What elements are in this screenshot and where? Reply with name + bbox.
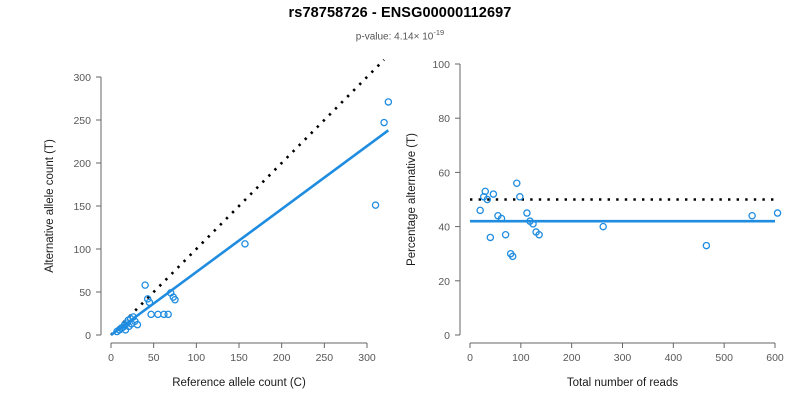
page-title: rs78758726 - ENSG00000112697 xyxy=(288,5,512,21)
x-tick-label-left-0: 0 xyxy=(108,352,114,364)
fit-line-left xyxy=(110,129,390,337)
x-tick-label-left-1: 50 xyxy=(148,352,160,364)
y-tick-label-left-3: 150 xyxy=(73,201,91,213)
data-point xyxy=(513,179,521,187)
x-tick-label-left-2: 100 xyxy=(188,352,206,364)
x-tick-label-right-4: 400 xyxy=(665,352,683,364)
data-points-left xyxy=(113,98,393,336)
x-tick-label-right-6: 600 xyxy=(766,352,784,364)
data-point xyxy=(160,310,168,319)
pvalue-exponent: -19 xyxy=(433,28,445,37)
x-tick-label-right-2: 200 xyxy=(563,352,581,364)
data-point xyxy=(702,241,711,250)
y-tick-label-right-0: 0 xyxy=(444,330,450,342)
x-tick-label-right-3: 300 xyxy=(614,352,632,364)
data-point xyxy=(371,201,380,209)
data-points-right xyxy=(476,179,782,261)
data-point xyxy=(129,313,137,321)
data-point xyxy=(384,98,393,106)
x-tick-label-right-0: 0 xyxy=(467,352,473,364)
data-point xyxy=(147,310,155,319)
reference-line-left xyxy=(110,58,385,336)
x-tick-label-right-5: 500 xyxy=(715,352,733,364)
data-point xyxy=(476,206,484,215)
y-tick-label-left-5: 250 xyxy=(73,115,91,127)
x-tick-label-left-5: 250 xyxy=(316,352,334,364)
x-tick-label-left-6: 300 xyxy=(358,352,376,364)
data-point xyxy=(516,193,524,201)
data-point xyxy=(141,281,149,289)
data-point xyxy=(523,209,531,217)
panel-right: 0 100 200 300 400 500 600 0 20 40 60 80 100 Total num… xyxy=(406,59,784,389)
x-axis-label-right: Total number of reads xyxy=(567,377,678,389)
data-point xyxy=(171,295,179,304)
data-point xyxy=(529,220,537,228)
pvalue-text: p-value: 4.14× 10 xyxy=(355,31,434,43)
data-point xyxy=(241,240,249,248)
y-tick-label-left-0: 0 xyxy=(85,330,91,342)
y-tick-label-left-4: 200 xyxy=(73,158,91,170)
data-point xyxy=(145,298,154,307)
y-tick-label-right-2: 40 xyxy=(438,222,450,234)
x-axis-label-left: Reference allele count (C) xyxy=(172,377,306,389)
y-tick-label-left-6: 300 xyxy=(73,72,91,84)
y-tick-label-left-1: 50 xyxy=(79,287,91,299)
y-tick-label-right-5: 100 xyxy=(432,59,450,71)
y-tick-label-right-4: 80 xyxy=(438,113,450,125)
data-point xyxy=(497,214,506,223)
x-tick-label-right-1: 100 xyxy=(512,352,530,364)
data-point xyxy=(481,187,489,196)
panel-left: 0 50 100 150 200 250 300 0 50 100 150 200 250 300 Refe… xyxy=(44,58,393,389)
data-point xyxy=(380,118,388,127)
x-tick-label-left-3: 150 xyxy=(230,352,248,364)
data-point xyxy=(501,230,510,239)
data-point xyxy=(508,252,517,261)
y-tick-label-right-3: 60 xyxy=(438,167,450,179)
data-point xyxy=(154,310,162,319)
data-point xyxy=(773,209,782,217)
y-axis-label-right: Percentage alternative (T) xyxy=(406,133,418,266)
data-point xyxy=(489,190,498,198)
data-point xyxy=(483,195,492,204)
data-point xyxy=(486,233,495,242)
pvalue-subtitle: p-value: 4.14× 10-19 xyxy=(0,28,800,42)
data-point xyxy=(133,320,142,329)
x-tick-label-left-4: 200 xyxy=(273,352,291,364)
data-point xyxy=(599,222,607,231)
data-point xyxy=(748,212,756,220)
data-point xyxy=(164,310,172,319)
y-axis-label-left: Alternative allele count (T) xyxy=(44,139,56,273)
y-tick-label-left-2: 100 xyxy=(73,244,91,256)
data-point xyxy=(535,230,543,239)
y-tick-label-right-1: 20 xyxy=(438,276,450,288)
